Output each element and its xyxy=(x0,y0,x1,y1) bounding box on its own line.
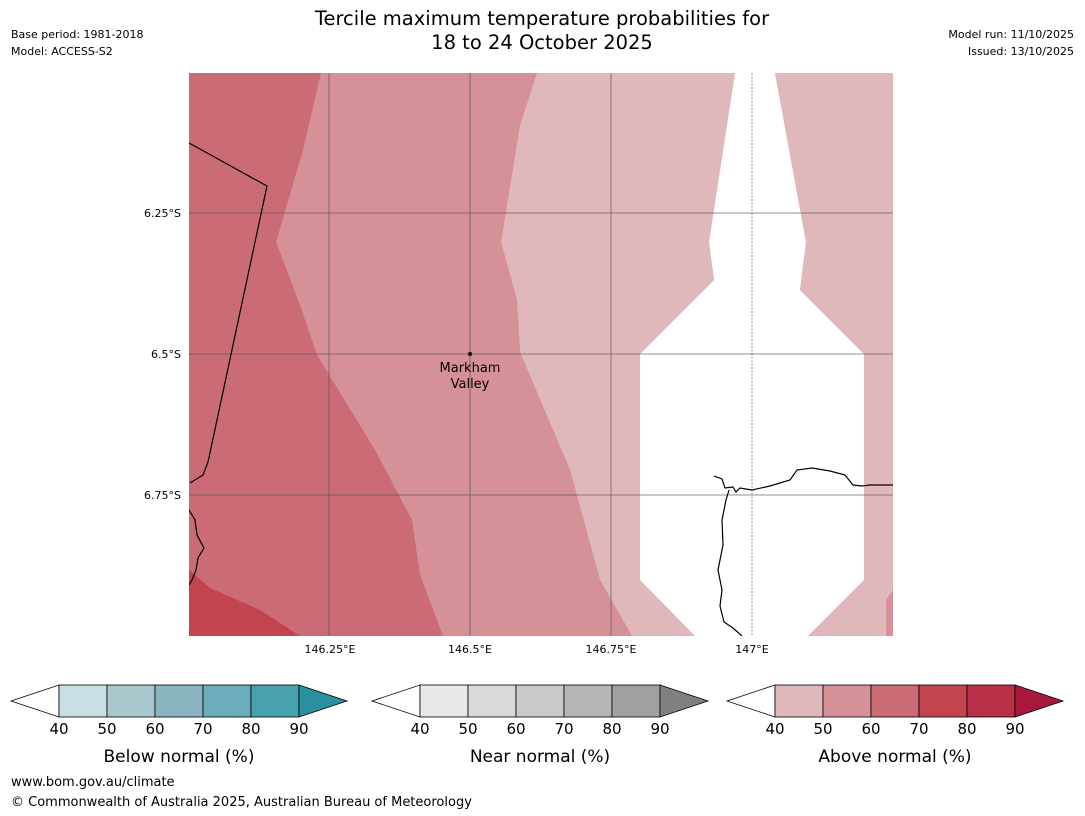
lon-label: 146.25°E xyxy=(305,643,356,656)
colorbar-upper-extend xyxy=(298,684,349,718)
above-50-region-east xyxy=(775,73,893,636)
base-period-text: Base period: 1981-2018 xyxy=(11,28,144,41)
colorbar-swatch xyxy=(563,684,613,718)
map-plot-area xyxy=(189,73,893,636)
colorbar-tick-label: 60 xyxy=(861,720,880,738)
colorbar-tick-label: 50 xyxy=(97,720,116,738)
lon-label: 146.5°E xyxy=(448,643,492,656)
place-label-line-2: Valley xyxy=(451,377,490,392)
colorbar-tick-label: 80 xyxy=(241,720,260,738)
colorbar-title: Near normal (%) xyxy=(470,747,610,767)
east-coastline xyxy=(717,489,743,636)
colorbar-tick-label: 90 xyxy=(1005,720,1024,738)
lat-label: 6.25°S xyxy=(144,207,181,220)
colorbar-tick-label: 60 xyxy=(145,720,164,738)
colorbar-swatch xyxy=(58,684,108,718)
markham-valley-marker-icon xyxy=(468,352,472,356)
west-coastline xyxy=(189,509,205,586)
model-text: Model: ACCESS-S2 xyxy=(11,45,113,58)
lat-label: 6.75°S xyxy=(144,489,181,502)
colorbar-swatch xyxy=(515,684,565,718)
colorbar-tick-label: 40 xyxy=(410,720,429,738)
colorbar-tick-label: 60 xyxy=(506,720,525,738)
colorbar-title: Above normal (%) xyxy=(818,747,971,767)
colorbar-swatch xyxy=(918,684,968,718)
colorbar-tick-label: 80 xyxy=(602,720,621,738)
colorbar-swatch xyxy=(966,684,1016,718)
colorbar-swatch xyxy=(870,684,920,718)
header-meta-left: Base period: 1981-2018 Model: ACCESS-S2 xyxy=(11,26,143,60)
above-80-region xyxy=(189,570,300,636)
colorbar-swatch xyxy=(202,684,252,718)
colorbar-lower-extend xyxy=(9,684,60,718)
title-line-1: Tercile maximum temperature probabilitie… xyxy=(314,7,770,30)
lon-label: 146.75°E xyxy=(586,643,637,656)
colorbar-swatch xyxy=(822,684,872,718)
colorbar-legends: 40 50 60 70 80 90 Below normal (%) 40 50 60 70 80 90… xyxy=(9,684,1065,767)
place-label-line-1: Markham xyxy=(440,361,501,376)
colorbar-tick-label: 70 xyxy=(909,720,928,738)
footer-copyright: © Commonwealth of Australia 2025, Austra… xyxy=(11,795,472,810)
colorbar-tick-label: 40 xyxy=(49,720,68,738)
footer-url: www.bom.gov.au/climate xyxy=(11,775,175,790)
colorbar-swatch xyxy=(106,684,156,718)
colorbar-tick-label: 90 xyxy=(650,720,669,738)
lat-label: 6.5°S xyxy=(151,348,181,361)
colorbar-swatch xyxy=(154,684,204,718)
colorbar-swatch xyxy=(419,684,469,718)
colorbar-upper-extend xyxy=(659,684,710,718)
colorbar-swatch xyxy=(611,684,661,718)
model-run-text: Model run: 11/10/2025 xyxy=(948,28,1074,41)
colorbar-swatch xyxy=(250,684,300,718)
colorbar-1: 40 50 60 70 80 90 Below normal (%) xyxy=(9,684,349,767)
colorbar-title: Below normal (%) xyxy=(104,747,255,767)
colorbar-lower-extend xyxy=(370,684,421,718)
colorbar-tick-label: 50 xyxy=(458,720,477,738)
colorbar-upper-extend xyxy=(1014,684,1065,718)
above-50-region-west xyxy=(501,73,735,636)
header-meta-right: Model run: 11/10/2025 Issued: 13/10/2025 xyxy=(948,26,1074,60)
colorbar-2: 40 50 60 70 80 90 Near normal (%) xyxy=(370,684,710,767)
colorbar-tick-label: 50 xyxy=(813,720,832,738)
border-line xyxy=(189,142,268,484)
colorbar-tick-label: 70 xyxy=(554,720,573,738)
colorbar-tick-label: 90 xyxy=(289,720,308,738)
colorbar-tick-label: 80 xyxy=(957,720,976,738)
colorbar-swatch xyxy=(774,684,824,718)
graticule xyxy=(189,73,893,636)
lon-label: 147°E xyxy=(735,643,768,656)
colorbar-tick-label: 40 xyxy=(765,720,784,738)
colorbar-3: 40 50 60 70 80 90 Above normal (%) xyxy=(725,684,1065,767)
coastline-and-borders xyxy=(189,142,893,636)
map-title: Tercile maximum temperature probabilitie… xyxy=(242,7,842,55)
above-60-region-corner xyxy=(886,590,893,636)
huon-coastline xyxy=(713,467,893,493)
colorbar-lower-extend xyxy=(725,684,776,718)
title-line-2: 18 to 24 October 2025 xyxy=(431,31,653,54)
issued-text: Issued: 13/10/2025 xyxy=(967,45,1074,58)
colorbar-swatch xyxy=(467,684,517,718)
colorbar-tick-label: 70 xyxy=(193,720,212,738)
